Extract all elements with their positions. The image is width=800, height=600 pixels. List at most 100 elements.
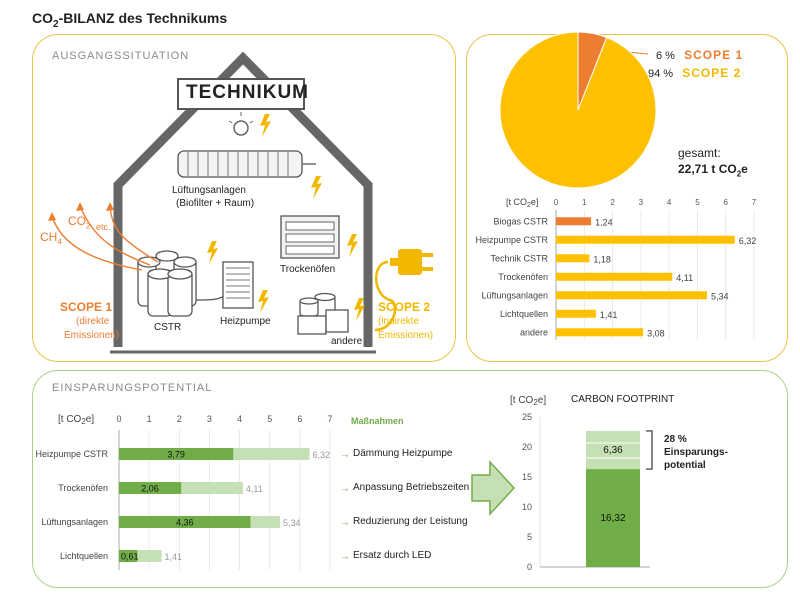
bar-a-axis-label: [t CO2e] [506,197,538,209]
bar-b-tick-label: 4 [237,414,242,424]
savings-desc-2: potential [664,460,706,471]
bar-b-axis-label: [t CO2e] [58,414,94,426]
bar-a-tick-label: 7 [752,198,757,207]
scope2-label: SCOPE 2 [378,300,431,314]
bar-b-full-label: 5,34 [283,518,301,528]
technikum-label: TECHNIKUM [186,82,309,103]
bar-a-category-label: Biogas CSTR [493,216,548,226]
lueftungsanlagen-label: Lüftungsanlagen [172,185,246,196]
bar-b-bar-reduced [119,516,251,528]
massnahmen-header: Maßnahmen [351,416,404,426]
heizpumpe-label: Heizpumpe [220,316,271,327]
bar-a-tick-label: 4 [667,198,672,207]
bar-a-bar [556,309,596,318]
massnahme-arrow-icon: → [340,552,350,563]
bar-a-category-label: Trockenöfen [498,272,548,282]
bar-c-tick-label: 5 [527,532,532,542]
bar-a-tick-label: 3 [639,198,644,207]
bar-b-full-label: 6,32 [313,450,331,460]
bar-a-bar [556,272,673,281]
pie-legend-scope2: 94 % SCOPE 2 [648,66,742,80]
bar-b-reduced-label: 4,36 [176,518,194,528]
savings-pct: 28 % [664,434,687,445]
bar-b-full-label: 4,11 [246,484,263,494]
scope2-desc-1: (indirekte [378,316,420,327]
bar-a-category-label: Lichtquellen [500,309,548,319]
massnahme-arrow-icon: → [340,484,350,495]
etc-label: etc. [96,222,111,232]
bar-b-reduced-label: 3,79 [167,450,185,460]
andere-label: andere [331,336,363,347]
cf-title: CARBON FOOTPRINT [571,394,675,405]
bar-a-value-label: 5,34 [711,291,729,301]
ausgangssituation-panel [32,34,456,362]
cstr-tanks-icon [137,250,197,317]
bar-c-tick-label: 10 [522,502,532,512]
ventilation-duct-icon [177,150,316,178]
bar-a-value-label: 6,32 [739,236,757,246]
bar-a-category-label: Heizpumpe CSTR [475,235,548,245]
ch4-label: CH4 [40,230,62,247]
gesamt-value: 22,71 t CO2e [678,162,748,179]
massnahme-item: Dämmung Heizpumpe [353,448,453,459]
bar-c-tick-label: 0 [527,562,532,572]
bar-c-tick-label: 25 [522,412,532,422]
bar-a-bar [556,328,644,337]
bar-a-tick-label: 0 [554,198,559,207]
pie-legend-scope1: 6 % SCOPE 1 [656,48,744,62]
bar-b-tick-label: 1 [147,414,152,424]
massnahme-item: Ersatz durch LED [353,550,432,561]
cstr-label: CSTR [154,322,182,333]
bar-a-bar [556,254,590,263]
pie-slice-2 [499,31,657,189]
scope-panel [466,34,788,362]
bar-c-tick-label: 20 [522,442,532,452]
bar-b-category-label: Heizpumpe CSTR [35,449,108,459]
bar-a-value-label: 1,24 [595,217,613,227]
bar-c-tick-label: 15 [522,472,532,482]
bar-a-tick-label: 2 [610,198,615,207]
heat-pump-icon [222,261,254,309]
einsparung-heading: EINSPARUNGSPOTENTIAL [52,382,213,394]
scope1-label: SCOPE 1 [60,300,113,314]
massnahme-arrow-icon: → [340,518,350,529]
bar-b-category-label: Lüftungsanlagen [41,517,108,527]
bar-b-reduced-label: 0,61 [121,552,139,562]
scope2-desc-2: Emissionen) [378,330,434,341]
lueftungsanlagen-sublabel: (Biofilter + Raum) [176,198,255,209]
ausgangssituation-heading: AUSGANGSSITUATION [52,50,190,62]
bar-a-tick-label: 6 [723,198,728,207]
bar-b-category-label: Lichtquellen [60,551,108,561]
scope1-desc-2: Emissionen) [64,330,120,341]
bar-a-value-label: 1,41 [600,310,618,320]
bar-a-bar [556,217,592,226]
bar-b-bar-reduced [119,550,138,562]
bar-b-bar-reduced [119,448,234,460]
einsparung-panel [32,370,788,588]
bar-c-segment-label: 16,32 [600,513,625,524]
other-equipment-icon [297,292,349,335]
bar-a-bar [556,235,735,244]
bar-b-tick-label: 3 [207,414,212,424]
page-title: CO2-BILANZ des Technikums [32,10,228,30]
bar-b-tick-label: 0 [116,414,121,424]
massnahme-arrow-icon: → [340,450,350,461]
bar-a-bar [556,291,708,300]
power-plug-icon [374,249,433,332]
bar-a-category-label: andere [520,327,548,337]
bar-a-value-label: 4,11 [676,273,693,283]
scope1-desc-1: (direkte [76,316,110,327]
bar-c-segment [586,430,640,470]
co2-label: CO2 [68,214,91,231]
bar-b-reduced-label: 2,06 [141,484,159,494]
big-arrow-icon [471,460,516,516]
bar-b-tick-label: 7 [327,414,332,424]
oven-icon [280,215,340,259]
bar-a-category-label: Lüftungsanlagen [481,290,548,300]
bar-a-tick-label: 5 [695,198,700,207]
bar-a-value-label: 3,08 [647,328,665,338]
bar-c-bracket [646,430,653,470]
